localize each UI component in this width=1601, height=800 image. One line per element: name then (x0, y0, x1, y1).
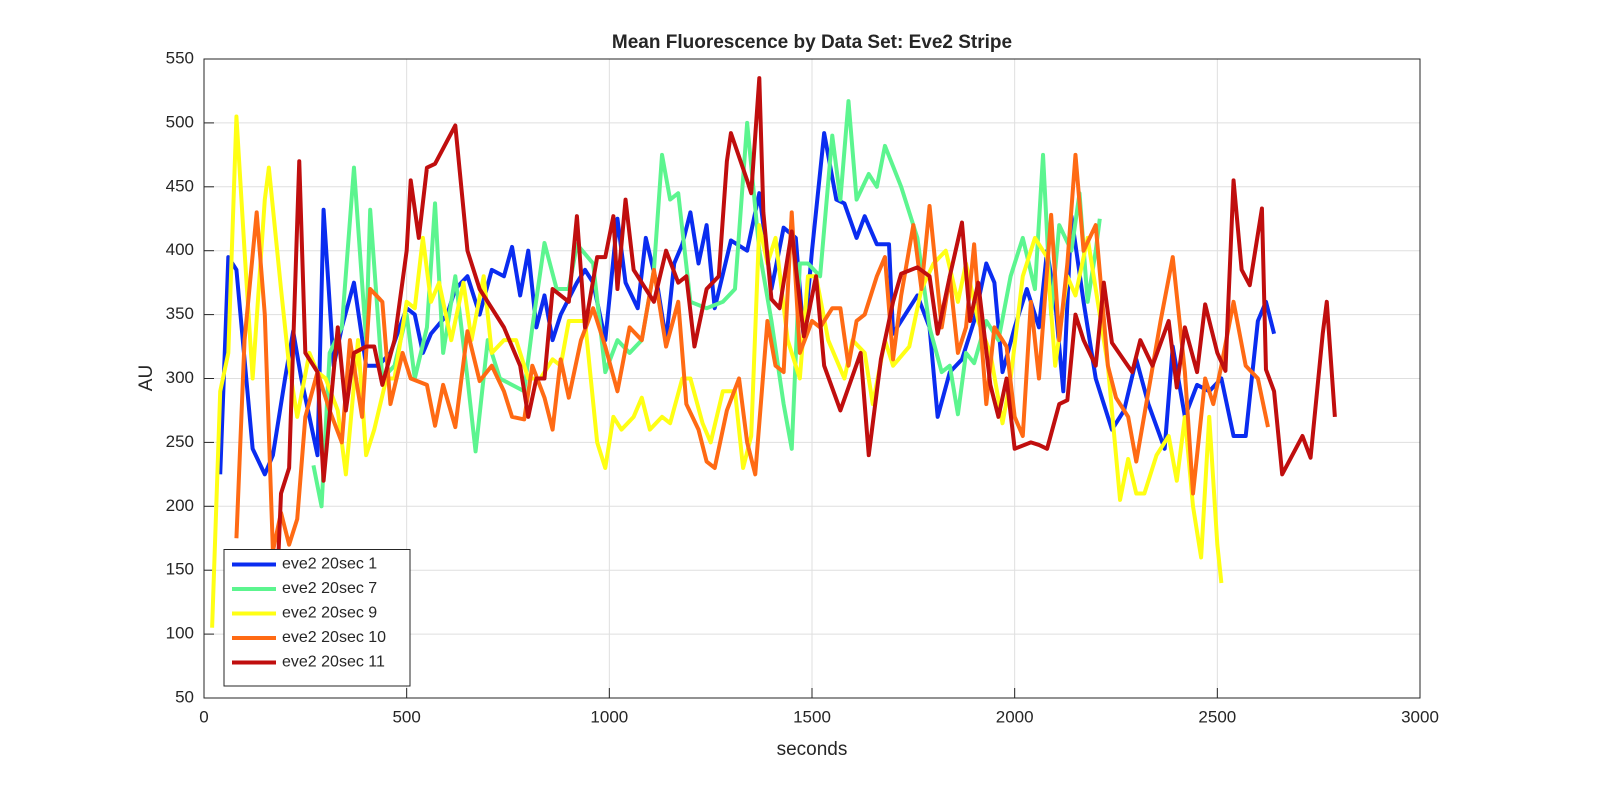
x-axis-label: seconds (777, 739, 848, 760)
y-tick-label: 450 (166, 176, 194, 195)
y-tick-label: 100 (166, 624, 194, 643)
x-tick-label: 2500 (1198, 707, 1236, 726)
x-tick-label: 1000 (590, 707, 628, 726)
y-tick-label: 350 (166, 304, 194, 323)
y-tick-label: 150 (166, 560, 194, 579)
chart-title: Mean Fluorescence by Data Set: Eve2 Stri… (612, 32, 1012, 53)
legend-label: eve2 20sec 1 (282, 556, 377, 573)
x-tick-label: 1500 (793, 707, 831, 726)
y-tick-label: 250 (166, 432, 194, 451)
x-tick-label: 0 (199, 707, 208, 726)
x-tick-label: 500 (392, 707, 420, 726)
series-line (210, 114, 1224, 628)
x-tick-label: 2000 (996, 707, 1034, 726)
y-tick-label: 500 (166, 112, 194, 131)
series-line (234, 152, 1270, 554)
series-line (270, 76, 1337, 686)
y-tick-label: 50 (175, 687, 194, 706)
legend-label: eve2 20sec 11 (282, 654, 385, 671)
x-tick-label: 3000 (1401, 707, 1439, 726)
y-tick-label: 550 (166, 48, 194, 67)
y-axis-label: AU (136, 365, 157, 391)
legend-label: eve2 20sec 9 (282, 605, 377, 622)
legend-label: eve2 20sec 7 (282, 580, 377, 597)
y-tick-label: 400 (166, 240, 194, 259)
y-tick-label: 200 (166, 496, 194, 515)
plot-frame (203, 58, 1421, 699)
legend-label: eve2 20sec 10 (282, 629, 386, 646)
y-tick-label: 300 (166, 368, 194, 387)
